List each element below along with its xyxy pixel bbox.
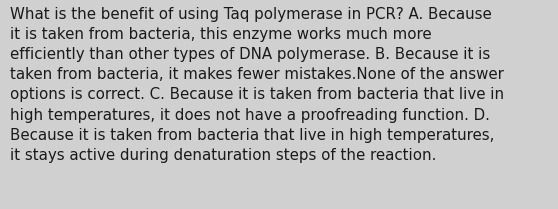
Text: What is the benefit of using Taq polymerase in PCR? A. Because
it is taken from : What is the benefit of using Taq polymer… <box>10 7 504 163</box>
